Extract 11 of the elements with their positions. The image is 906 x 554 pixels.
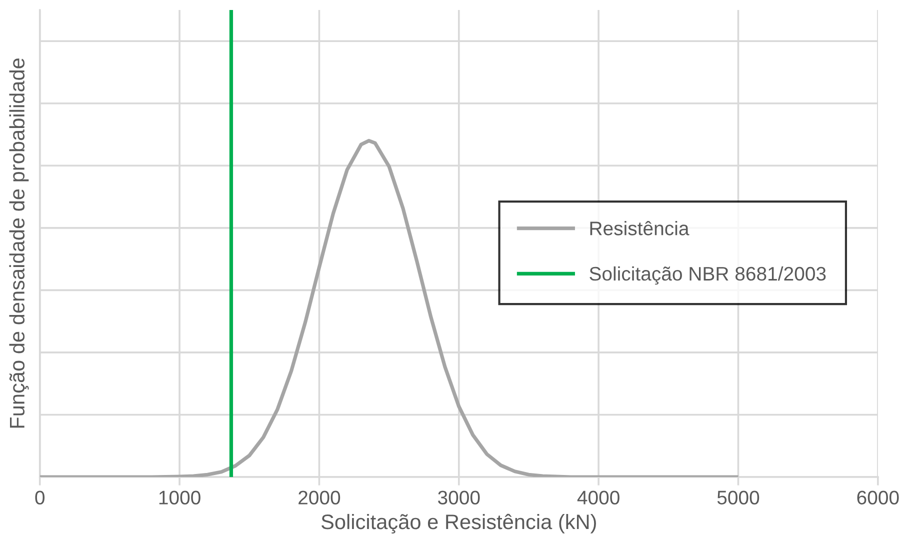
x-tick-label: 3000 xyxy=(438,490,480,504)
x-tick-label: 1000 xyxy=(159,490,200,504)
x-tick-label: 4000 xyxy=(577,490,620,504)
x-tick-label: 2000 xyxy=(298,490,340,504)
legend-label: Resistência xyxy=(590,220,690,236)
x-tick-label: 0 xyxy=(35,490,45,504)
x-tick-label: 5000 xyxy=(717,490,760,504)
legend-label: Solicitação NBR 8681/2003 xyxy=(590,266,826,285)
y-axis-title: Função de densaidade de probabilidade xyxy=(9,58,29,428)
x-tick-label: 6000 xyxy=(857,490,899,504)
x-axis-title: Solicitação e Resistência (kN) xyxy=(321,514,596,534)
